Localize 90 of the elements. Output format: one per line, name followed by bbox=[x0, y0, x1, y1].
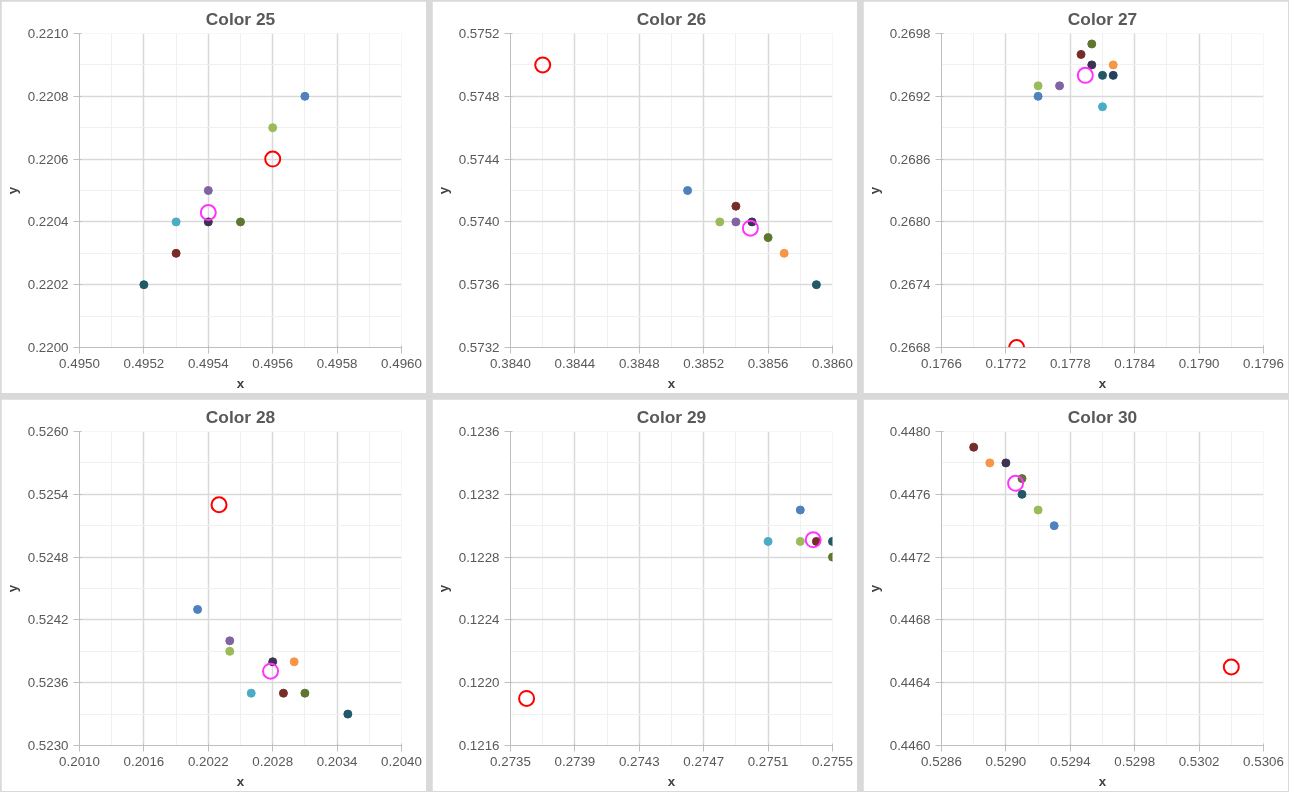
x-tick-label: 0.2755 bbox=[812, 753, 853, 769]
y-tick-label: 0.5736 bbox=[458, 277, 500, 293]
x-tick-label: 0.3856 bbox=[747, 355, 789, 371]
x-tick-label: 0.2010 bbox=[59, 753, 100, 769]
y-tick-label: 0.4480 bbox=[889, 424, 931, 439]
x-tick-label: 0.3860 bbox=[812, 355, 853, 371]
x-tick-label: 0.4956 bbox=[252, 355, 294, 371]
y-tick-label: 0.2686 bbox=[889, 151, 931, 167]
x-tick-label: 0.1790 bbox=[1178, 355, 1220, 371]
y-tick-label: 0.4472 bbox=[889, 549, 931, 565]
x-tick-label: 0.2743 bbox=[618, 753, 660, 769]
x-tick-label: 0.1796 bbox=[1243, 355, 1284, 371]
y-tick-label: 0.2208 bbox=[27, 88, 69, 104]
y-tick-label: 0.5242 bbox=[27, 612, 69, 628]
y-axis-title: y bbox=[866, 584, 882, 593]
y-tick-label: 0.5236 bbox=[27, 675, 69, 691]
x-tick-label: 0.5294 bbox=[1049, 753, 1092, 769]
y-tick-label: 0.1236 bbox=[458, 424, 500, 439]
chart-title: Color 28 bbox=[205, 406, 276, 427]
x-tick-label: 0.5298 bbox=[1114, 753, 1156, 769]
x-tick-label: 0.4958 bbox=[316, 355, 358, 371]
y-tick-label: 0.1220 bbox=[458, 675, 500, 691]
y-tick-label: 0.2204 bbox=[27, 214, 70, 230]
y-tick-label: 0.5744 bbox=[458, 151, 501, 167]
y-tick-label: 0.5230 bbox=[27, 738, 69, 753]
x-tick-label: 0.2747 bbox=[683, 753, 725, 769]
y-tick-label: 0.5248 bbox=[27, 549, 69, 565]
y-tick-label: 0.5752 bbox=[458, 26, 500, 41]
chart-title: Color 27 bbox=[1067, 8, 1138, 29]
x-axis-title: x bbox=[667, 773, 676, 789]
y-tick-label: 0.2692 bbox=[889, 88, 931, 104]
y-tick-label: 0.2206 bbox=[27, 151, 69, 167]
x-axis-title: x bbox=[236, 375, 245, 391]
x-tick-label: 0.5290 bbox=[985, 753, 1027, 769]
chart-title: Color 29 bbox=[636, 406, 707, 427]
x-tick-label: 0.4952 bbox=[123, 355, 165, 371]
y-tick-label: 0.2210 bbox=[27, 26, 69, 41]
y-tick-label: 0.2202 bbox=[27, 277, 69, 293]
x-tick-label: 0.1778 bbox=[1049, 355, 1091, 371]
y-tick-label: 0.4460 bbox=[889, 738, 931, 753]
x-tick-label: 0.5306 bbox=[1243, 753, 1284, 769]
y-tick-label: 0.1224 bbox=[458, 612, 501, 628]
y-tick-label: 0.4464 bbox=[889, 675, 932, 691]
y-tick-label: 0.1232 bbox=[458, 486, 500, 502]
x-tick-label: 0.3844 bbox=[554, 355, 596, 371]
y-tick-label: 0.4476 bbox=[889, 486, 931, 502]
y-tick-label: 0.1216 bbox=[458, 738, 500, 753]
y-tick-label: 0.5748 bbox=[458, 88, 500, 104]
y-tick-label: 0.2674 bbox=[889, 277, 932, 293]
y-axis-title: y bbox=[4, 584, 20, 593]
chart-title: Color 30 bbox=[1067, 406, 1138, 427]
x-tick-label: 0.2034 bbox=[316, 753, 359, 769]
x-tick-label: 0.3852 bbox=[683, 355, 725, 371]
y-axis-title: y bbox=[435, 186, 451, 195]
x-tick-label: 0.2751 bbox=[747, 753, 789, 769]
x-tick-label: 0.2735 bbox=[490, 753, 531, 769]
y-tick-label: 0.5254 bbox=[27, 486, 70, 502]
x-tick-label: 0.2022 bbox=[187, 753, 229, 769]
chart-title: Color 26 bbox=[636, 8, 707, 29]
y-tick-label: 0.2680 bbox=[889, 214, 931, 230]
y-tick-label: 0.2698 bbox=[889, 26, 931, 41]
x-tick-label: 0.4954 bbox=[187, 355, 230, 371]
y-axis-title: y bbox=[435, 584, 451, 593]
y-tick-label: 0.4468 bbox=[889, 612, 931, 628]
x-tick-label: 0.2028 bbox=[252, 753, 294, 769]
x-tick-label: 0.5302 bbox=[1178, 753, 1220, 769]
x-tick-label: 0.4950 bbox=[59, 355, 100, 371]
x-tick-label: 0.1784 bbox=[1114, 355, 1156, 371]
x-tick-label: 0.5286 bbox=[921, 753, 962, 769]
y-axis-title: y bbox=[4, 186, 20, 195]
x-tick-label: 0.1766 bbox=[921, 355, 962, 371]
x-tick-label: 0.3840 bbox=[490, 355, 531, 371]
x-axis-title: x bbox=[236, 773, 245, 789]
x-axis-title: x bbox=[1098, 375, 1107, 391]
x-tick-label: 0.2040 bbox=[381, 753, 422, 769]
y-tick-label: 0.2200 bbox=[27, 340, 69, 355]
x-tick-label: 0.4960 bbox=[381, 355, 422, 371]
y-tick-label: 0.1228 bbox=[458, 549, 500, 565]
y-tick-label: 0.5740 bbox=[458, 214, 500, 230]
y-tick-label: 0.5732 bbox=[458, 340, 500, 355]
chart-title: Color 25 bbox=[205, 8, 276, 29]
y-axis-title: y bbox=[866, 186, 882, 195]
y-tick-label: 0.5260 bbox=[27, 424, 69, 439]
x-tick-label: 0.2739 bbox=[554, 753, 596, 769]
x-axis-title: x bbox=[667, 375, 676, 391]
y-tick-label: 0.2668 bbox=[889, 340, 931, 355]
x-tick-label: 0.1772 bbox=[985, 355, 1027, 371]
x-tick-label: 0.3848 bbox=[618, 355, 660, 371]
x-axis-title: x bbox=[1098, 773, 1107, 789]
x-tick-label: 0.2016 bbox=[123, 753, 165, 769]
